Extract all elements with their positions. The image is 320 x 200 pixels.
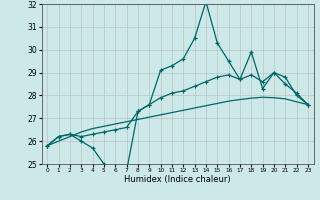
X-axis label: Humidex (Indice chaleur): Humidex (Indice chaleur) bbox=[124, 175, 231, 184]
